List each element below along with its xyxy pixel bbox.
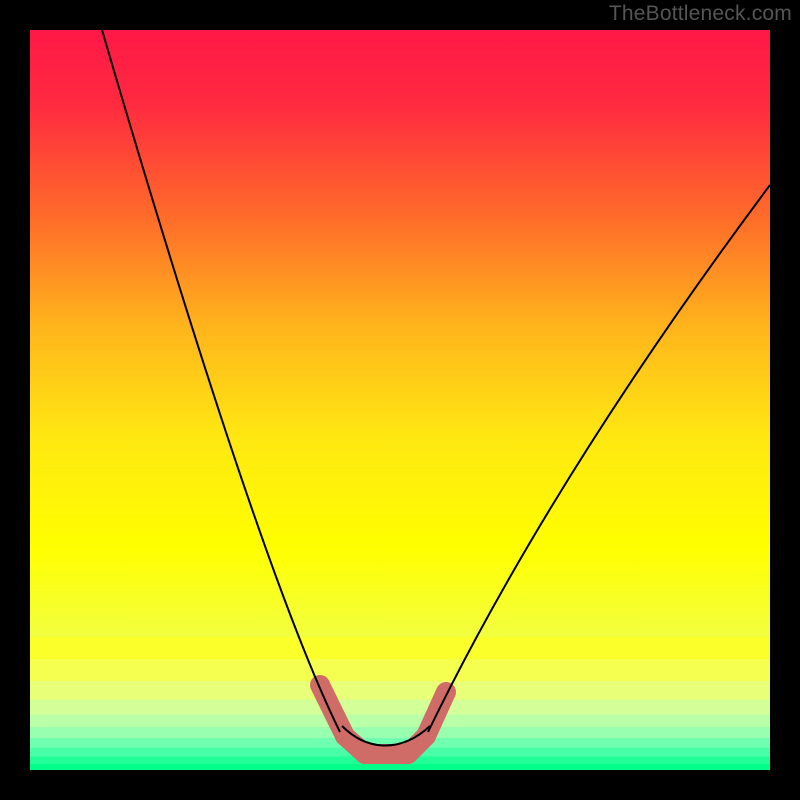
- watermark-text: TheBottleneck.com: [609, 2, 792, 26]
- plot-area: [30, 30, 770, 770]
- plot-svg: [30, 30, 770, 770]
- chart-container: TheBottleneck.com: [0, 0, 800, 800]
